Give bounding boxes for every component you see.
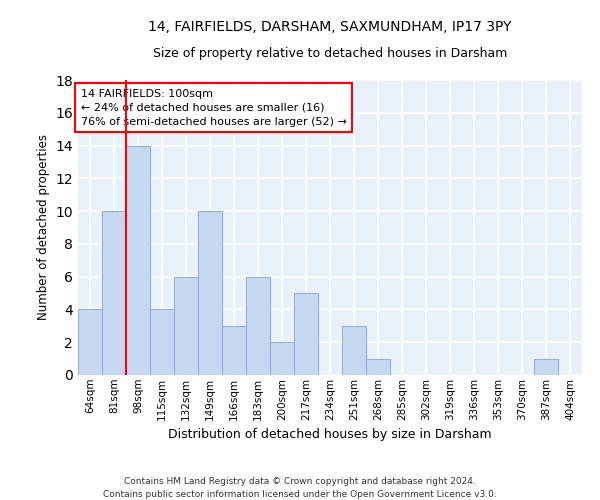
Bar [174, 276, 198, 375]
Bar [246, 276, 270, 375]
Bar [126, 146, 150, 375]
Text: 14, FAIRFIELDS, DARSHAM, SAXMUNDHAM, IP17 3PY: 14, FAIRFIELDS, DARSHAM, SAXMUNDHAM, IP1… [148, 20, 512, 34]
Y-axis label: Number of detached properties: Number of detached properties [37, 134, 50, 320]
Text: Contains public sector information licensed under the Open Government Licence v3: Contains public sector information licen… [103, 490, 497, 499]
X-axis label: Distribution of detached houses by size in Darsham: Distribution of detached houses by size … [168, 428, 492, 441]
Text: Size of property relative to detached houses in Darsham: Size of property relative to detached ho… [153, 48, 507, 60]
Text: 14 FAIRFIELDS: 100sqm
← 24% of detached houses are smaller (16)
76% of semi-deta: 14 FAIRFIELDS: 100sqm ← 24% of detached … [80, 89, 346, 127]
Bar [222, 326, 246, 375]
Bar [342, 326, 366, 375]
Bar [534, 358, 558, 375]
Bar [366, 358, 390, 375]
Bar [150, 310, 174, 375]
Bar [102, 211, 126, 375]
Bar [294, 293, 318, 375]
Text: Contains HM Land Registry data © Crown copyright and database right 2024.: Contains HM Land Registry data © Crown c… [124, 478, 476, 486]
Bar [270, 342, 294, 375]
Bar [78, 310, 102, 375]
Bar [198, 211, 222, 375]
